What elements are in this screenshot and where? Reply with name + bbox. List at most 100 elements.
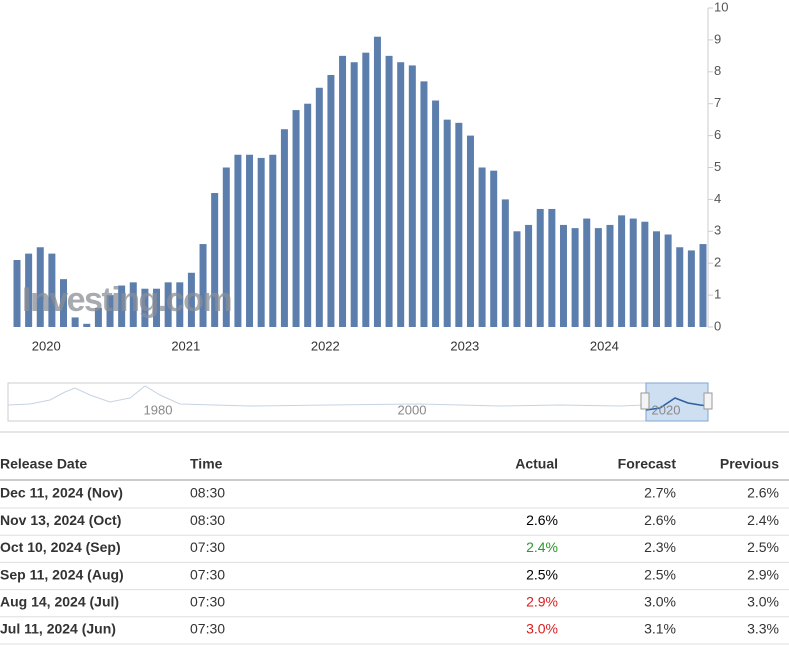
bar [222,167,230,327]
bar [211,193,219,327]
bar [420,81,428,328]
y-tick-label: 4 [714,191,721,206]
bar [432,100,440,327]
table-cell: 07:30 [190,621,225,637]
table-cell: 3.0% [747,594,779,610]
bar [327,74,335,328]
bar [246,154,254,327]
table-cell: 2.9% [747,566,779,582]
table-cell: 07:30 [190,539,225,555]
y-tick-label: 3 [714,223,721,238]
bar [513,231,521,327]
table-cell: Sep 11, 2024 (Aug) [0,566,124,582]
x-tick-label: 2021 [171,338,200,353]
bar [536,208,544,327]
bar [83,323,91,327]
bar [94,307,102,327]
bar [408,65,416,328]
bar [164,282,172,327]
navigator-line [7,385,646,407]
table-header: Release Date [0,456,87,472]
table-cell: 2.6% [644,512,676,528]
y-tick-label: 9 [714,31,721,46]
table-cell: 08:30 [190,512,225,528]
table-cell: Jul 11, 2024 (Jun) [0,621,116,637]
table-cell: 2.7% [644,485,676,501]
y-tick-label: 7 [714,95,721,110]
bar [594,228,602,327]
table-cell: Aug 14, 2024 (Jul) [0,594,119,610]
bar [362,52,370,327]
table-header: Time [190,456,223,472]
bar [350,62,358,327]
table-cell: 2.5% [526,566,558,582]
bar [304,103,312,327]
bar [118,285,126,327]
bar [652,231,660,327]
table-cell: Oct 10, 2024 (Sep) [0,539,121,555]
table-header: Previous [720,456,779,472]
bar [106,295,114,327]
x-tick-label: 2023 [450,338,479,353]
bar [339,55,347,327]
table-cell: Dec 11, 2024 (Nov) [0,485,123,501]
bar [129,282,137,327]
bar [257,157,265,327]
bar [25,253,33,327]
bar [501,199,509,327]
bar [397,62,405,327]
y-tick-label: 6 [714,127,721,142]
table-cell: 3.0% [526,621,558,637]
bar [525,224,533,327]
y-tick-label: 8 [714,63,721,78]
table-cell: 07:30 [190,594,225,610]
table-cell: Nov 13, 2024 (Oct) [0,512,121,528]
bar [153,288,161,327]
bar [373,36,381,328]
bar [176,282,184,327]
navigator-selection-line [645,397,709,411]
table-cell: 3.1% [644,621,676,637]
table-cell: 2.3% [644,539,676,555]
bar [618,215,626,327]
bar [315,87,323,327]
y-tick-label: 0 [714,318,721,333]
table-cell: 2.5% [644,566,676,582]
bar [187,272,195,327]
navigator-label: 2020 [652,402,681,417]
bar [699,244,707,327]
bar [687,250,695,327]
bar [36,247,44,327]
navigator-handle[interactable] [640,392,650,410]
bar [48,253,56,327]
bar [583,218,591,327]
bar [234,154,242,327]
y-tick-label: 5 [714,159,721,174]
bar [629,218,637,327]
table-cell: 2.5% [747,539,779,555]
bar [466,135,474,327]
bar [269,154,277,327]
bar [385,55,393,327]
bar [455,122,463,327]
table-cell: 08:30 [190,485,225,501]
bar [641,221,649,327]
bar [60,279,68,327]
bar [199,244,207,327]
bar [676,247,684,327]
bar [664,234,672,327]
navigator[interactable] [7,382,709,422]
table-cell: 2.6% [526,512,558,528]
navigator-handle[interactable] [703,392,713,410]
bar [280,129,288,327]
x-tick-label: 2020 [32,338,61,353]
navigator-label: 2000 [398,402,427,417]
y-tick-label: 1 [714,287,721,302]
table-cell: 3.0% [644,594,676,610]
bar [559,224,567,327]
table-header: Forecast [618,456,677,472]
table-cell: 07:30 [190,566,225,582]
bar [571,228,579,327]
bar [292,110,300,327]
